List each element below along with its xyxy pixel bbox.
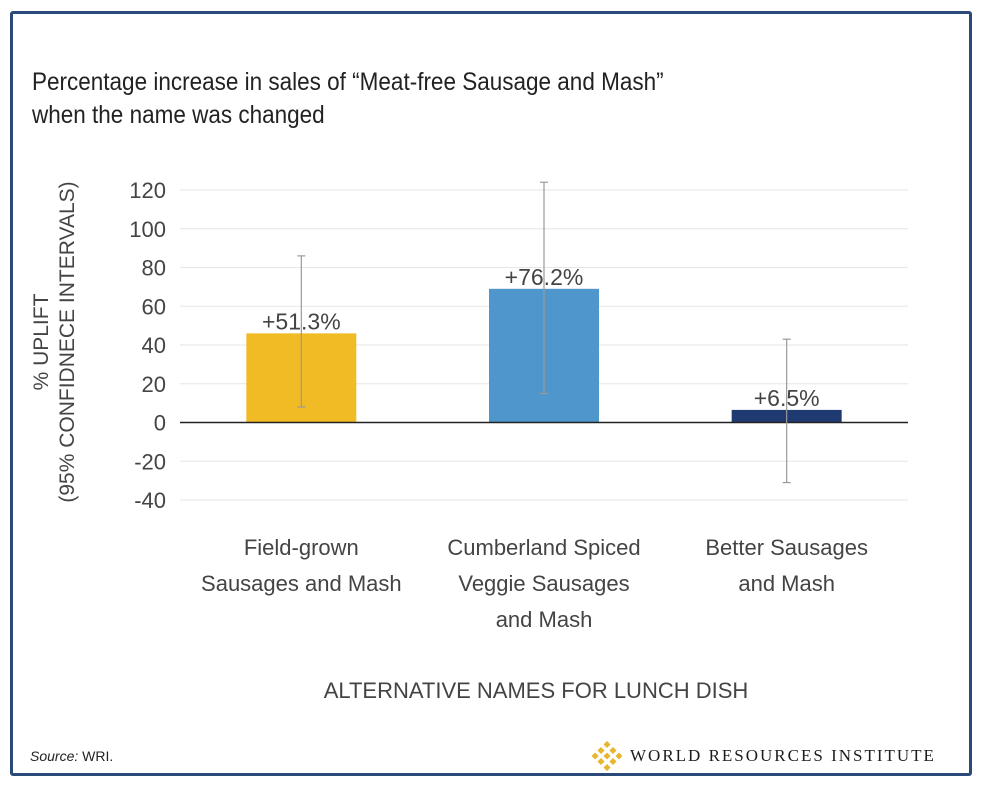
y-tick-label: -20 bbox=[134, 449, 166, 474]
x-tick-label: Field-grown Sausages and Mash bbox=[201, 535, 402, 596]
y-tick-label: 0 bbox=[154, 411, 166, 436]
y-tick-label: 100 bbox=[129, 217, 166, 242]
y-tick-label: 120 bbox=[129, 178, 166, 203]
x-tick-label: Better Sausages and Mash bbox=[705, 535, 868, 596]
source-label: Source: bbox=[30, 748, 79, 764]
x-axis-label: ALTERNATIVE NAMES FOR LUNCH DISH bbox=[324, 678, 749, 703]
org-name: WORLD RESOURCES INSTITUTE bbox=[630, 746, 936, 765]
y-tick-label: 80 bbox=[142, 256, 166, 281]
y-axis-label: % UPLIFT (95% CONFIDNECE INTERVALS) bbox=[30, 181, 79, 502]
data-label: +6.5% bbox=[754, 385, 820, 411]
wri-logo: WORLD RESOURCES INSTITUTE bbox=[592, 741, 936, 771]
data-label: +51.3% bbox=[262, 308, 341, 334]
y-tick-label: 60 bbox=[142, 294, 166, 319]
source-value: WRI. bbox=[82, 748, 114, 764]
wri-logo-icon bbox=[592, 741, 622, 771]
y-tick-label: -40 bbox=[134, 488, 166, 513]
chart-title: Percentage increase in sales of “Meat-fr… bbox=[32, 68, 664, 129]
y-tick-label: 20 bbox=[142, 372, 166, 397]
y-tick-label: 40 bbox=[142, 333, 166, 358]
data-label: +76.2% bbox=[505, 264, 584, 290]
source-note: Source: WRI. bbox=[30, 748, 113, 764]
x-tick-label: Cumberland Spiced Veggie Sausages and Mash bbox=[447, 535, 640, 632]
